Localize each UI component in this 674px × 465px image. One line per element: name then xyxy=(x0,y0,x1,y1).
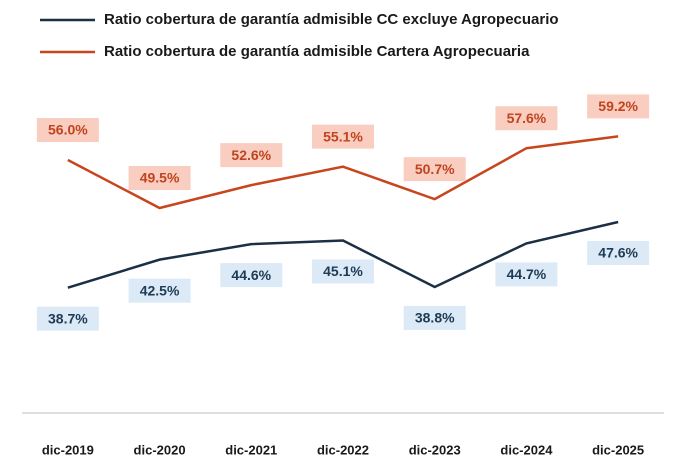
data-label-bg xyxy=(36,118,99,143)
x-tick-label: dic-2020 xyxy=(134,442,186,457)
x-tick-label: dic-2024 xyxy=(500,442,553,457)
data-label-bg xyxy=(220,263,283,288)
data-label: 52.6% xyxy=(231,147,271,163)
data-label: 49.5% xyxy=(140,170,180,186)
data-label: 42.5% xyxy=(140,282,180,298)
data-label: 50.7% xyxy=(415,161,455,177)
data-label: 44.6% xyxy=(231,267,271,283)
data-label: 45.1% xyxy=(323,263,363,279)
series-line xyxy=(67,220,619,289)
x-tick-label: dic-2019 xyxy=(42,442,94,457)
data-label-bg xyxy=(403,305,466,330)
data-label: 55.1% xyxy=(323,128,363,144)
data-label: 56.0% xyxy=(48,122,88,138)
data-label: 38.8% xyxy=(415,310,455,326)
data-label-bg xyxy=(128,165,191,190)
data-label: 47.6% xyxy=(598,245,638,261)
x-tick-label: dic-2021 xyxy=(225,442,277,457)
data-label-bg xyxy=(128,278,191,303)
series-line xyxy=(67,135,619,210)
data-label-bg xyxy=(587,241,650,266)
legend-label: Ratio cobertura de garantía admisible CC… xyxy=(104,11,559,28)
data-label: 59.2% xyxy=(598,98,638,114)
data-label: 57.6% xyxy=(507,110,547,126)
data-label-bg xyxy=(312,259,374,284)
data-label-bg xyxy=(36,306,99,331)
data-label-bg xyxy=(220,143,283,168)
x-tick-label: dic-2025 xyxy=(592,442,644,457)
legend-label: Ratio cobertura de garantía admisible Ca… xyxy=(104,43,530,60)
data-label-bg xyxy=(495,262,558,287)
data-label-bg xyxy=(312,124,374,149)
x-tick-label: dic-2023 xyxy=(409,442,461,457)
data-label: 44.7% xyxy=(507,266,547,282)
data-label-bg xyxy=(587,94,650,119)
data-label-bg xyxy=(403,157,466,182)
data-label-bg xyxy=(495,106,558,131)
x-tick-label: dic-2022 xyxy=(317,442,369,457)
data-label: 38.7% xyxy=(48,310,88,326)
